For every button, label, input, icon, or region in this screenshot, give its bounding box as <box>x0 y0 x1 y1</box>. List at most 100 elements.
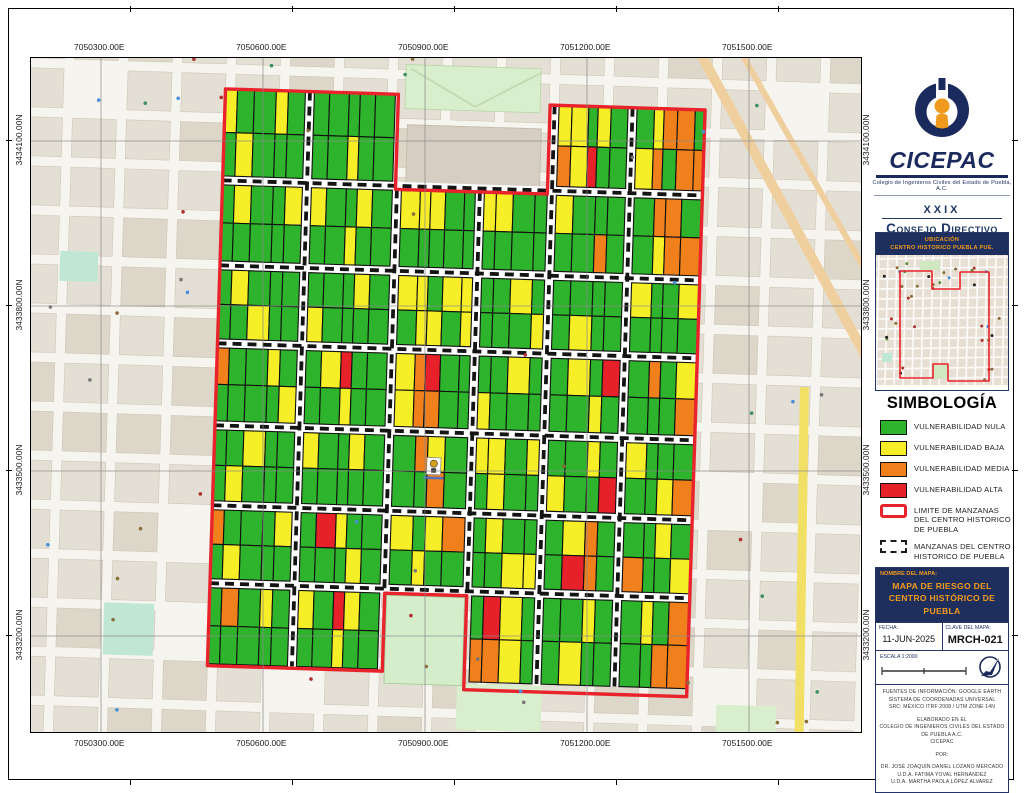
parcel-vulnerability <box>544 519 564 556</box>
parcel-vulnerability <box>342 591 361 631</box>
parcel-vulnerability <box>678 236 702 277</box>
manzana-dashed-line <box>214 423 695 443</box>
parcel-vulnerability <box>556 145 572 188</box>
parcel-vulnerability <box>481 595 502 641</box>
parcel-vulnerability <box>585 476 600 514</box>
parcel-vulnerability <box>222 509 242 546</box>
parcel-vulnerability <box>302 431 320 470</box>
boundary-swatch-icon <box>880 504 907 518</box>
parcel-vulnerability <box>424 353 442 392</box>
parcel-vulnerability <box>605 234 625 275</box>
cicepac-logo-icon <box>915 78 969 137</box>
parcel-vulnerability <box>603 281 624 318</box>
legend-item-label: MANZANAS DEL CENTRO HISTORICO DE PUEBLA <box>914 542 1011 561</box>
parcel-vulnerability <box>553 232 573 273</box>
parcel-vulnerability <box>586 440 601 478</box>
legend-item-label: VULNERABILIDAD MEDIA <box>914 464 1010 473</box>
parcel-vulnerability <box>457 354 471 393</box>
legend-item: VULNERABILIDAD BAJA <box>880 441 1012 456</box>
parcel-vulnerability <box>277 385 297 424</box>
parcel-vulnerability <box>249 185 274 226</box>
legend-item: VULNERABILIDAD ALTA <box>880 483 1012 498</box>
parcel-vulnerability <box>520 596 536 642</box>
parcel-vulnerability <box>225 429 245 467</box>
scale-row: ESCALA 1:2000 <box>876 650 1008 684</box>
parcel-vulnerability <box>557 104 573 147</box>
parcel-vulnerability <box>442 229 465 270</box>
parcel-vulnerability <box>273 133 288 179</box>
coord-label-top: 7050300.00E <box>74 42 125 52</box>
frame-tick <box>453 6 455 12</box>
parcel-vulnerability <box>523 518 538 555</box>
parcel-vulnerability <box>244 348 269 387</box>
parcel-vulnerability <box>351 307 370 345</box>
parcel-vulnerability <box>508 312 533 350</box>
manzana-dashed-line <box>534 105 557 685</box>
parcel-vulnerability <box>663 236 682 276</box>
parcel-vulnerability <box>282 224 302 264</box>
parcel-vulnerability <box>312 590 335 631</box>
manzana-dashed-line <box>612 107 635 687</box>
parcel-vulnerability <box>651 235 666 276</box>
parcel-vulnerability <box>540 640 561 686</box>
parcel-vulnerability <box>598 441 619 479</box>
parcel-vulnerability <box>326 135 349 181</box>
parcel-vulnerability <box>459 311 473 348</box>
park-block <box>383 594 466 687</box>
parcel-vulnerability <box>592 234 608 274</box>
parcel-vulnerability <box>414 435 429 473</box>
coord-label-top: 7051500.00E <box>722 42 773 52</box>
parcel-vulnerability <box>246 304 271 341</box>
org-subtitle: Colegio de Ingenieros Civiles del Estado… <box>872 179 1012 192</box>
parcel-vulnerability <box>357 629 380 670</box>
parcel-vulnerability <box>568 314 593 352</box>
parcel-vulnerability <box>634 147 654 190</box>
parcel-vulnerability <box>592 642 612 687</box>
parcel-vulnerability <box>359 548 382 585</box>
parcel-vulnerability <box>318 386 341 426</box>
parcel-vulnerability <box>606 196 626 237</box>
frame-tick <box>1012 469 1018 471</box>
parcel-vulnerability <box>674 149 695 192</box>
parcel-vulnerability <box>549 357 570 396</box>
parcel-vulnerability <box>654 523 673 560</box>
parcel-vulnerability <box>300 467 319 505</box>
parcel-vulnerability <box>349 387 368 427</box>
parcel-vulnerability <box>670 523 693 560</box>
parcel-vulnerability <box>528 357 543 396</box>
parcel-vulnerability <box>529 313 545 350</box>
legend-title: SIMBOLOGÍA <box>886 394 998 412</box>
coord-label-top: 7050900.00E <box>398 42 449 52</box>
parcel-vulnerability <box>423 390 441 429</box>
parcel-vulnerability <box>295 627 314 668</box>
parcel-vulnerability <box>675 361 698 400</box>
parcel-vulnerability <box>671 479 695 517</box>
map-name: MAPA DE RIESGO DEL CENTRO HISTÓRICO DE P… <box>888 581 996 616</box>
parcel-vulnerability <box>588 358 604 397</box>
parcel-vulnerability <box>489 355 509 394</box>
parcel-vulnerability <box>593 599 614 644</box>
legend-item: VULNERABILIDAD NULA <box>880 420 1012 435</box>
parcel-vulnerability <box>463 191 476 232</box>
parcel-vulnerability <box>511 193 536 234</box>
parcel-vulnerability <box>241 465 266 503</box>
board-number: XXIX <box>923 203 961 216</box>
frame-tick <box>777 779 779 785</box>
parcel-vulnerability <box>626 396 649 435</box>
dashed-manzana-swatch-icon <box>880 540 907 554</box>
credits-block: FUENTES DE INFORMACIÓN: GOOGLE EARTH SIST… <box>876 684 1008 792</box>
parcel-vulnerability <box>492 277 512 315</box>
parcel-vulnerability <box>248 223 273 264</box>
parcel-vulnerability <box>345 513 364 550</box>
coord-label-top: 7050600.00E <box>236 42 287 52</box>
parcel-vulnerability <box>478 311 494 348</box>
parcel-vulnerability <box>469 595 485 640</box>
parcel-vulnerability <box>622 522 646 559</box>
coord-label-left: 3433500.00N <box>14 444 24 496</box>
key-label: CLAVE DEL MAPA: <box>945 625 991 632</box>
parcel-vulnerability <box>335 468 350 506</box>
parcel-vulnerability <box>311 134 329 180</box>
parcel-vulnerability <box>621 556 644 593</box>
parcel-vulnerability <box>593 196 609 236</box>
